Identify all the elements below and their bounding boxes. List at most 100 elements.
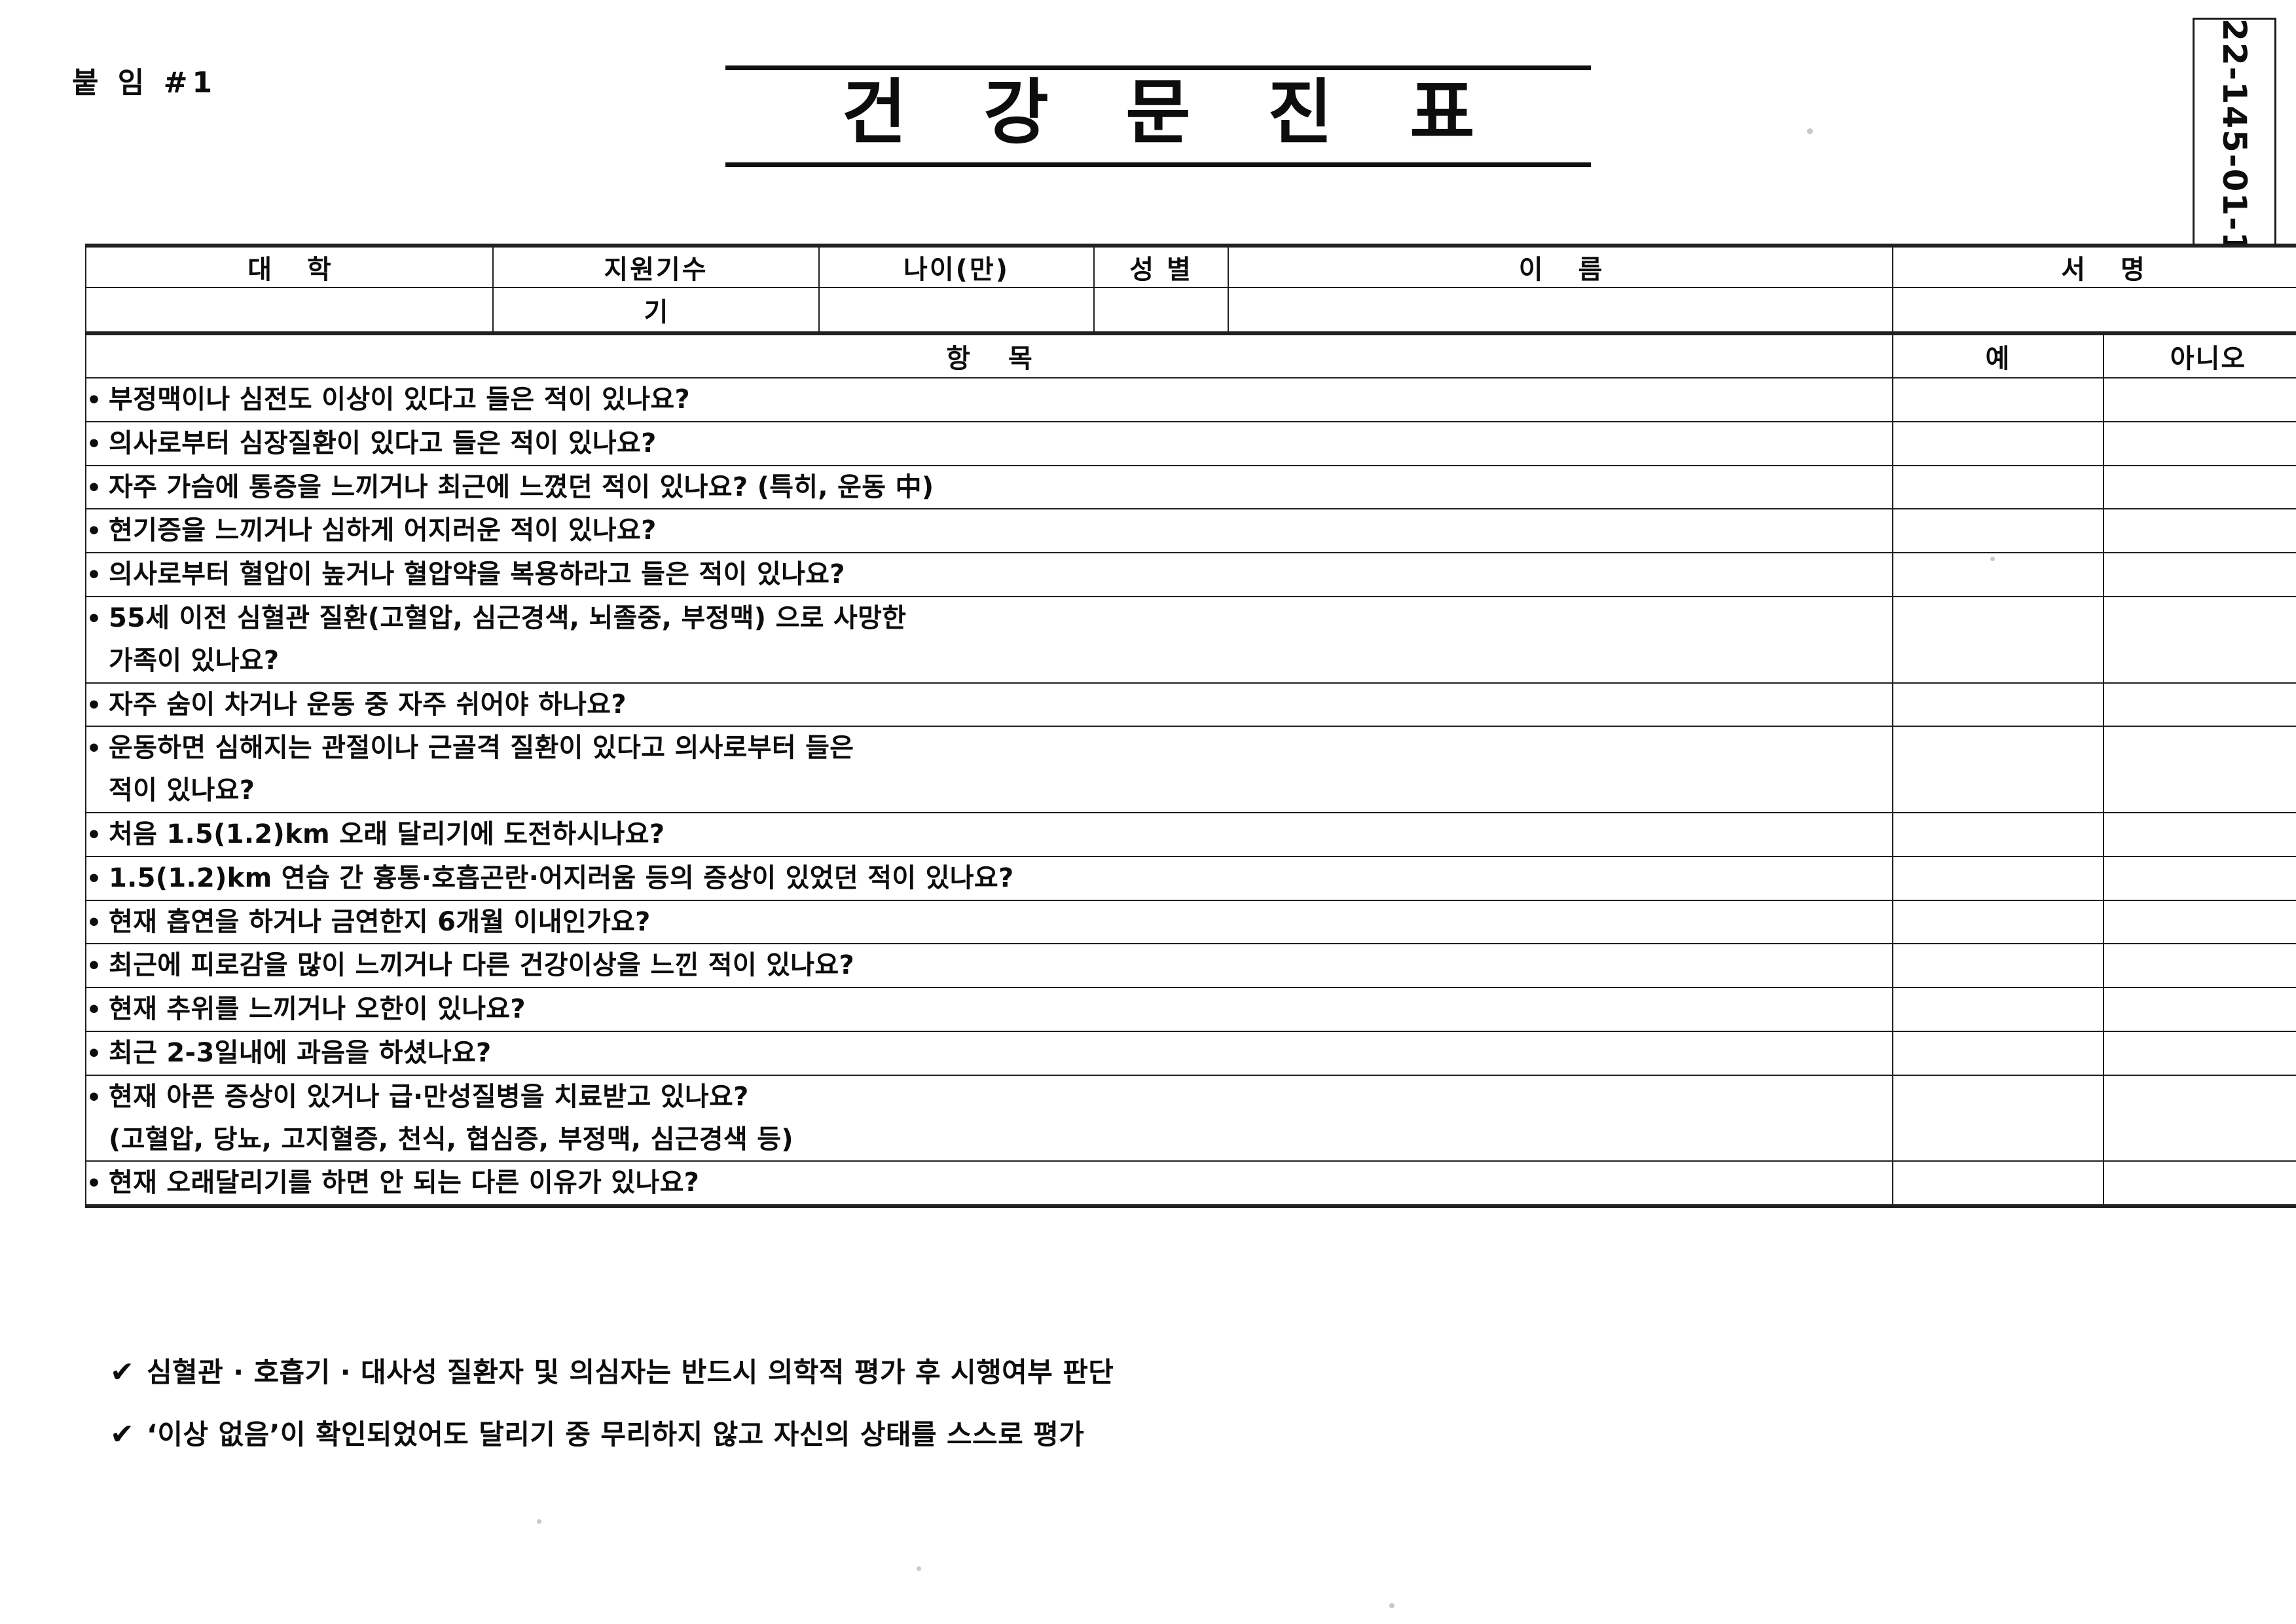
answer-yes-11[interactable] (1892, 899, 2104, 945)
question-text-7: 자주 숨이 차거나 운동 중 자주 쉬어야 하나요? (85, 682, 1893, 728)
question-line: 최근 2-3일내에 과음을 하셨나요? (86, 1032, 1892, 1075)
table-row: 현재 아픈 증상이 있거나 급·만성질병을 치료받고 있나요? (고혈압, 당뇨… (85, 1074, 2296, 1162)
answer-yes-14[interactable] (1892, 1030, 2104, 1076)
answer-no-4[interactable] (2103, 508, 2296, 554)
answer-no-14[interactable] (2103, 1030, 2296, 1076)
table-row: 현재 흡연을 하거나 금연한지 6개월 이내인가요? (85, 899, 2296, 945)
question-line: 최근에 피로감을 많이 느끼거나 다른 건강이상을 느낀 적이 있나요? (86, 944, 1892, 987)
page-title-text: 건 강 문 진 표 (841, 72, 1501, 154)
answer-no-11[interactable] (2103, 899, 2296, 945)
question-line: 55세 이전 심혈관 질환(고혈압, 심근경색, 뇌졸중, 부정맥) 으로 사망… (86, 597, 1892, 640)
question-text-9: 처음 1.5(1.2)km 오래 달리기에 도전하시나요? (85, 811, 1893, 857)
answer-no-3[interactable] (2103, 464, 2296, 510)
answer-yes-1[interactable] (1892, 377, 2104, 422)
table-row: 최근 2-3일내에 과음을 하셨나요? (85, 1030, 2296, 1076)
question-line: 처음 1.5(1.2)km 오래 달리기에 도전하시나요? (86, 813, 1892, 856)
answer-no-9[interactable] (2103, 811, 2296, 857)
answer-yes-15[interactable] (1892, 1074, 2104, 1162)
answer-yes-5[interactable] (1892, 552, 2104, 597)
header-cohort: 지원기수 (492, 244, 820, 288)
answer-no-12[interactable] (2103, 943, 2296, 989)
table-row: 의사로부터 혈압이 높거나 혈압약을 복용하라고 들은 적이 있나요? (85, 552, 2296, 597)
answer-no-5[interactable] (2103, 552, 2296, 597)
field-signature[interactable] (1892, 287, 2296, 334)
question-line: 현재 아픈 증상이 있거나 급·만성질병을 치료받고 있나요? (86, 1076, 1892, 1118)
answer-no-10[interactable] (2103, 855, 2296, 901)
table-row: 운동하면 심해지는 관절이나 근골격 질환이 있다고 의사로부터 들은 적이 있… (85, 726, 2296, 813)
answer-yes-7[interactable] (1892, 682, 2104, 728)
answer-no-2[interactable] (2103, 420, 2296, 466)
header-age: 나이(만) (818, 244, 1095, 288)
answer-no-8[interactable] (2103, 726, 2296, 813)
question-line: 부정맥이나 심전도 이상이 있다고 들은 적이 있나요? (86, 378, 1892, 421)
table-row: 55세 이전 심혈관 질환(고혈압, 심근경색, 뇌졸중, 부정맥) 으로 사망… (85, 595, 2296, 684)
scan-speck (917, 1566, 921, 1571)
header-yes: 예 (1892, 331, 2104, 378)
table-row: 자주 가슴에 통증을 느끼거나 최근에 느꼈던 적이 있나요? (특히, 운동 … (85, 464, 2296, 510)
question-text-10: 1.5(1.2)km 연습 간 흉통·호흡곤란·어지러움 등의 증상이 있었던 … (85, 855, 1893, 901)
scan-speck (1990, 557, 1995, 561)
question-line: 현기증을 느끼거나 심하게 어지러운 적이 있나요? (86, 509, 1892, 552)
table-row: 의사로부터 심장질환이 있다고 들은 적이 있나요? (85, 420, 2296, 466)
question-text-4: 현기증을 느끼거나 심하게 어지러운 적이 있나요? (85, 508, 1893, 554)
question-line: 가족이 있나요? (109, 645, 280, 676)
question-line: 자주 가슴에 통증을 느끼거나 최근에 느꼈던 적이 있나요? (특히, 운동 … (86, 466, 1892, 509)
answer-yes-4[interactable] (1892, 508, 2104, 554)
footnote-item-1: ✔ 심혈관 · 호흡기 · 대사성 질환자 및 의심자는 반드시 의학적 평가 … (110, 1350, 1681, 1390)
footnote-list: ✔ 심혈관 · 호흡기 · 대사성 질환자 및 의심자는 반드시 의학적 평가 … (110, 1350, 1681, 1475)
answer-yes-6[interactable] (1892, 595, 2104, 684)
question-text-6: 55세 이전 심혈관 질환(고혈압, 심근경색, 뇌졸중, 부정맥) 으로 사망… (85, 595, 1893, 684)
section-header-row: 항 목 예 아니오 (85, 331, 2296, 378)
table-row: 현재 오래달리기를 하면 안 되는 다른 이유가 있나요? (85, 1160, 2296, 1209)
field-name[interactable] (1228, 287, 1893, 334)
table-row: 현기증을 느끼거나 심하게 어지러운 적이 있나요? (85, 508, 2296, 554)
answer-yes-8[interactable] (1892, 726, 2104, 813)
question-text-14: 최근 2-3일내에 과음을 하셨나요? (85, 1030, 1893, 1076)
question-text-1: 부정맥이나 심전도 이상이 있다고 들은 적이 있나요? (85, 377, 1893, 422)
footnote-text-1: 심혈관 · 호흡기 · 대사성 질환자 및 의심자는 반드시 의학적 평가 후 … (147, 1356, 1114, 1388)
question-text-15: 현재 아픈 증상이 있거나 급·만성질병을 치료받고 있나요? (고혈압, 당뇨… (85, 1074, 1893, 1162)
health-questionnaire-table: 대 학 지원기수 나이(만) 성 별 이 름 서 명 기 항 목 예 아니오 부… (85, 244, 2296, 1209)
question-line: 현재 흡연을 하거나 금연한지 6개월 이내인가요? (86, 901, 1892, 944)
info-value-row: 기 (85, 287, 2296, 334)
question-line: 현재 추위를 느끼거나 오한이 있나요? (86, 988, 1892, 1031)
table-row: 최근에 피로감을 많이 느끼거나 다른 건강이상을 느낀 적이 있나요? (85, 943, 2296, 989)
answer-yes-9[interactable] (1892, 811, 2104, 857)
info-header-row: 대 학 지원기수 나이(만) 성 별 이 름 서 명 (85, 244, 2296, 288)
header-university: 대 학 (85, 244, 494, 288)
scan-speck (537, 1519, 541, 1524)
answer-no-16[interactable] (2103, 1160, 2296, 1209)
field-gender[interactable] (1093, 287, 1229, 334)
answer-yes-13[interactable] (1892, 987, 2104, 1032)
header-item: 항 목 (85, 331, 1893, 378)
check-icon: ✔ (110, 1418, 134, 1451)
table-row: 처음 1.5(1.2)km 오래 달리기에 도전하시나요? (85, 811, 2296, 857)
field-university[interactable] (85, 287, 494, 334)
answer-yes-10[interactable] (1892, 855, 2104, 901)
answer-no-7[interactable] (2103, 682, 2296, 728)
answer-no-1[interactable] (2103, 377, 2296, 422)
scan-speck (1807, 128, 1813, 134)
field-age[interactable] (818, 287, 1095, 334)
table-row: 1.5(1.2)km 연습 간 흉통·호흡곤란·어지러움 등의 증상이 있었던 … (85, 855, 2296, 901)
check-icon: ✔ (110, 1356, 134, 1389)
footnote-text-2: ‘이상 없음’이 확인되었어도 달리기 중 무리하지 않고 자신의 상태를 스스… (147, 1418, 1085, 1450)
question-text-3: 자주 가슴에 통증을 느끼거나 최근에 느꼈던 적이 있나요? (특히, 운동 … (85, 464, 1893, 510)
answer-yes-12[interactable] (1892, 943, 2104, 989)
answer-no-15[interactable] (2103, 1074, 2296, 1162)
table-row: 부정맥이나 심전도 이상이 있다고 들은 적이 있나요? (85, 377, 2296, 422)
answer-yes-16[interactable] (1892, 1160, 2104, 1209)
question-text-2: 의사로부터 심장질환이 있다고 들은 적이 있나요? (85, 420, 1893, 466)
table-row: 자주 숨이 차거나 운동 중 자주 쉬어야 하나요? (85, 682, 2296, 728)
answer-no-13[interactable] (2103, 987, 2296, 1032)
answer-no-6[interactable] (2103, 595, 2296, 684)
question-line: (고혈압, 당뇨, 고지혈증, 천식, 협심증, 부정맥, 심근경색 등) (109, 1124, 793, 1154)
footnote-item-2: ✔ ‘이상 없음’이 확인되었어도 달리기 중 무리하지 않고 자신의 상태를 … (110, 1412, 1681, 1452)
header-name: 이 름 (1228, 244, 1893, 288)
question-line: 의사로부터 혈압이 높거나 혈압약을 복용하라고 들은 적이 있나요? (86, 553, 1892, 596)
table-row: 현재 추위를 느끼거나 오한이 있나요? (85, 987, 2296, 1032)
answer-yes-3[interactable] (1892, 464, 2104, 510)
question-line: 현재 오래달리기를 하면 안 되는 다른 이유가 있나요? (86, 1162, 1892, 1204)
field-cohort[interactable]: 기 (492, 287, 820, 334)
answer-yes-2[interactable] (1892, 420, 2104, 466)
